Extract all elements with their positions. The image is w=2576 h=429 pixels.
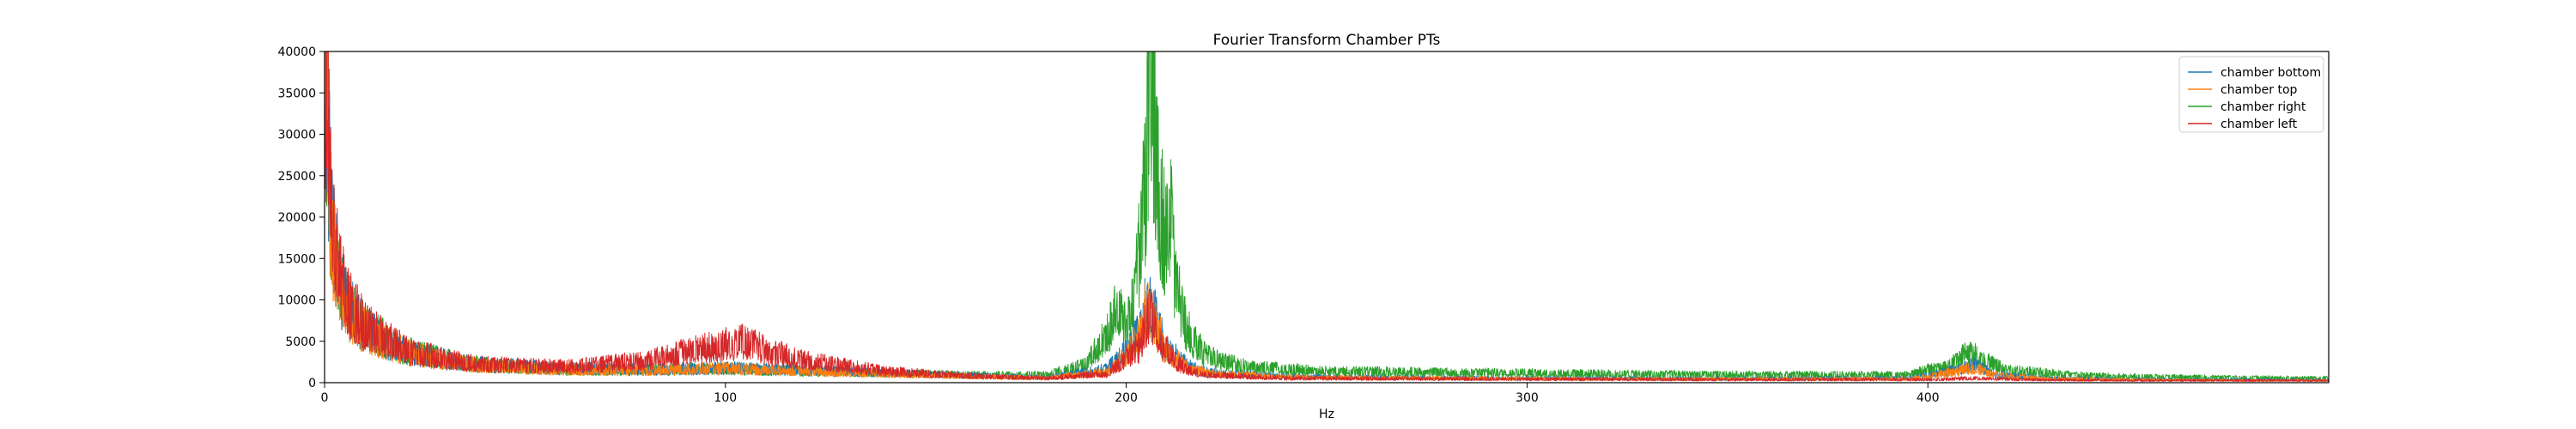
series-line-chamber-right <box>325 51 2329 381</box>
legend-label: chamber top <box>2221 83 2298 97</box>
y-tick-label: 15000 <box>277 252 316 266</box>
series-line-chamber-left <box>325 51 2329 383</box>
legend: chamber bottom chamber top chamber right ch… <box>2178 56 2324 133</box>
y-tick-label: 25000 <box>277 170 316 184</box>
legend-label: chamber right <box>2221 100 2306 114</box>
x-tick-label: 200 <box>1115 391 1138 405</box>
series-line-chamber-top <box>325 51 2329 383</box>
axis-ticks: 0 100 200 300 400 0 5000 10000 15000 20000 25000 30… <box>277 45 1939 405</box>
plot-area <box>325 51 2329 383</box>
legend-box <box>2178 56 2324 133</box>
series-lines <box>325 51 2329 383</box>
y-tick-label: 5000 <box>285 335 316 349</box>
y-tick-label: 40000 <box>277 45 316 59</box>
legend-label: chamber bottom <box>2221 66 2321 80</box>
y-tick-label: 35000 <box>277 87 316 100</box>
x-tick-label: 0 <box>321 391 329 405</box>
y-tick-label: 10000 <box>277 294 316 308</box>
y-tick-label: 0 <box>308 377 316 390</box>
x-tick-label: 400 <box>1917 391 1940 405</box>
x-tick-label: 100 <box>714 391 737 405</box>
x-tick-label: 300 <box>1516 391 1539 405</box>
chart-title: Fourier Transform Chamber PTs <box>1213 32 1441 49</box>
series-line-chamber-bottom <box>325 51 2329 382</box>
legend-label: chamber left <box>2221 118 2298 131</box>
y-tick-label: 20000 <box>277 211 316 225</box>
y-tick-label: 30000 <box>277 129 316 142</box>
x-axis-label: Hz <box>1319 408 1334 421</box>
plot-frame <box>324 51 2330 384</box>
